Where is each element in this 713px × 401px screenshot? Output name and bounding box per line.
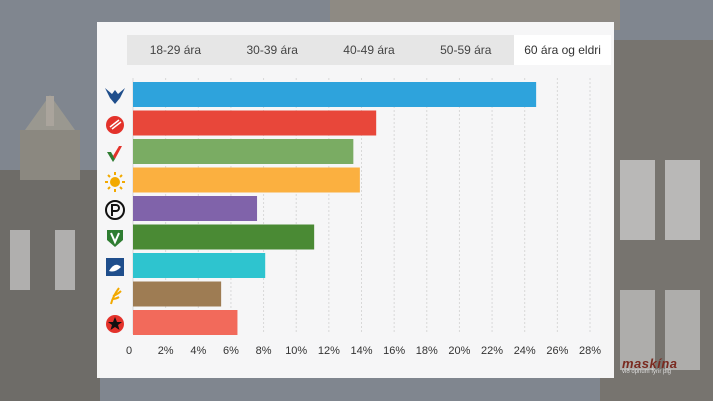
- x-tick-label: 26%: [546, 345, 568, 357]
- star-circle-icon: [106, 315, 124, 333]
- v-shield-icon: [107, 230, 123, 247]
- rose-icon: [110, 287, 122, 305]
- x-tick-label: 2%: [158, 345, 174, 357]
- bar-party-4: [133, 167, 360, 193]
- x-tick-label: 18%: [416, 345, 438, 357]
- bar-party-5: [133, 196, 258, 221]
- tab-50-59[interactable]: 50-59 ára: [440, 43, 492, 57]
- bar-party-3: [133, 139, 354, 164]
- fish-icon: [106, 258, 124, 276]
- x-tick-label: 8%: [256, 345, 272, 357]
- tab-40-49[interactable]: 40-49 ára: [343, 43, 395, 57]
- pirate-p-icon: [105, 200, 125, 220]
- brand-tagline: við opnum fyrir þig: [622, 369, 672, 375]
- x-tick-label: 20%: [448, 345, 470, 357]
- x-tick-label: 22%: [481, 345, 503, 357]
- x-tick-label: 28%: [579, 345, 601, 357]
- maskina-logo: maskína við opnum fyrir þig: [622, 356, 678, 375]
- bar-party-1: [133, 82, 537, 107]
- age-group-tabs: 18-29 ára 30-39 ára 40-49 ára 50-59 ára …: [127, 35, 611, 65]
- x-tick-label: 10%: [285, 345, 307, 357]
- bar-party-8: [133, 281, 222, 307]
- bar-chart: 0 2% 4% 6% 8% 10% 12% 14% 16% 18% 20% 22% 24% 26% 28%: [126, 78, 601, 357]
- tab-60-plus[interactable]: 60 ára og eldri: [514, 35, 611, 65]
- x-tick-label: 14%: [350, 345, 372, 357]
- x-tick-label: 4%: [190, 345, 206, 357]
- x-tick-label: 24%: [514, 345, 536, 357]
- sun-icon: [105, 172, 125, 192]
- bar-party-6: [133, 224, 315, 250]
- bar-party-9: [133, 310, 238, 335]
- falcon-icon: [105, 88, 125, 104]
- x-tick-label: 16%: [383, 345, 405, 357]
- bar-party-7: [133, 253, 266, 278]
- x-tick-label: 12%: [318, 345, 340, 357]
- x-tick-label: 0: [126, 345, 132, 357]
- bar-party-2: [133, 110, 377, 136]
- tab-18-29[interactable]: 18-29 ára: [149, 43, 202, 57]
- brand-name: maskína: [622, 356, 678, 371]
- tab-30-39[interactable]: 30-39 ára: [246, 43, 298, 57]
- bird-circle-icon: [106, 116, 124, 134]
- x-tick-label: 6%: [223, 345, 239, 357]
- check-flag-icon: [107, 146, 122, 162]
